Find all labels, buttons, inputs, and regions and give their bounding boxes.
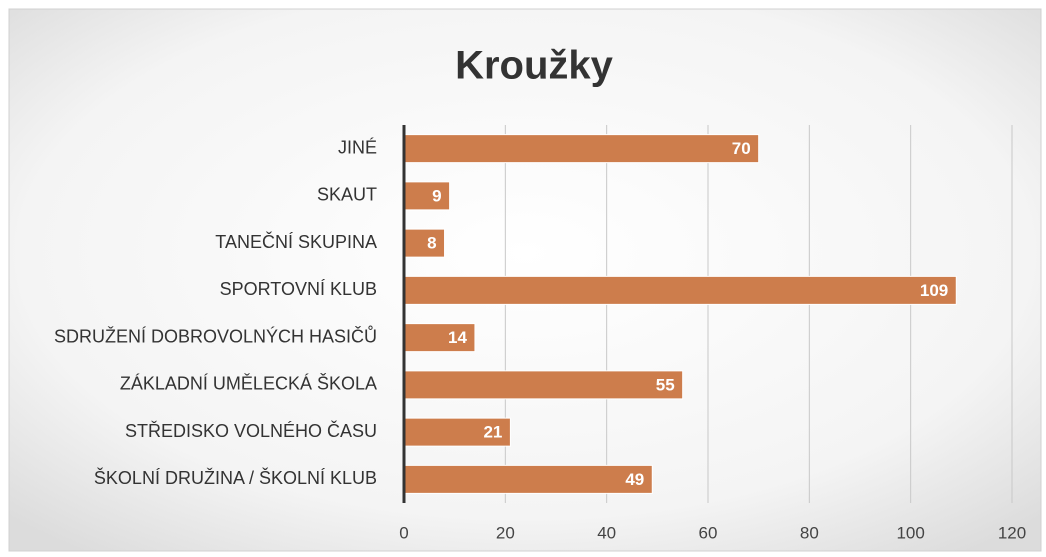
y-tick-label: STŘEDISKO VOLNÉHO ČASU bbox=[125, 420, 377, 441]
data-label: 21 bbox=[483, 423, 502, 442]
data-label: 70 bbox=[732, 139, 751, 158]
y-tick-label: TANEČNÍ SKUPINA bbox=[215, 231, 377, 252]
bar bbox=[403, 275, 957, 305]
y-tick-label: SKAUT bbox=[317, 185, 377, 205]
bar bbox=[403, 417, 511, 447]
bar bbox=[403, 464, 653, 494]
data-label: 9 bbox=[432, 186, 441, 205]
x-tick-label: 120 bbox=[998, 523, 1026, 542]
x-tick-label: 40 bbox=[597, 523, 616, 542]
bar bbox=[403, 370, 684, 400]
bar bbox=[403, 181, 451, 211]
chart-title: Kroužky bbox=[455, 44, 614, 88]
y-tick-label: ZÁKLADNÍ UMĚLECKÁ ŠKOLA bbox=[120, 373, 377, 394]
bar bbox=[403, 323, 476, 353]
y-tick-label: ŠKOLNÍ DRUŽINA / ŠKOLNÍ KLUB bbox=[94, 467, 377, 488]
bar bbox=[403, 228, 446, 258]
y-tick-label: JINÉ bbox=[338, 137, 377, 157]
data-label: 8 bbox=[427, 234, 436, 253]
x-tick-label: 20 bbox=[496, 523, 515, 542]
y-tick-label: SPORTOVNÍ KLUB bbox=[220, 279, 377, 299]
data-label: 109 bbox=[920, 281, 948, 300]
bar bbox=[403, 134, 760, 164]
x-tick-label: 80 bbox=[800, 523, 819, 542]
data-label: 14 bbox=[448, 328, 467, 347]
x-tick-label: 100 bbox=[896, 523, 924, 542]
data-label: 49 bbox=[625, 470, 644, 489]
x-tick-label: 60 bbox=[699, 523, 718, 542]
data-label: 55 bbox=[656, 375, 675, 394]
y-tick-label: SDRUŽENÍ DOBROVOLNÝCH HASIČŮ bbox=[54, 325, 377, 346]
x-tick-label: 0 bbox=[399, 523, 408, 542]
